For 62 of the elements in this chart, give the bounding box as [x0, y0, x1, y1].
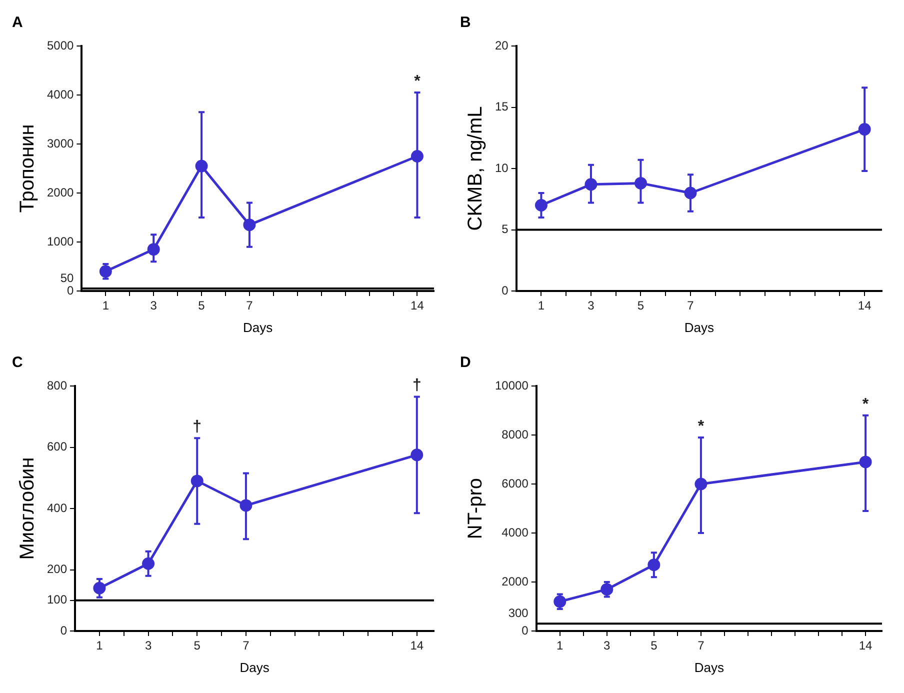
- annotation: †: [412, 377, 422, 394]
- y-tick-label: 15: [494, 100, 509, 114]
- x-tick-label: 5: [194, 638, 201, 653]
- x-tick-label: 14: [858, 298, 872, 313]
- x-tick-label: 7: [246, 298, 254, 313]
- chart-title: A: [12, 14, 23, 32]
- x-tick-label: 7: [698, 638, 705, 653]
- y-axis-title: CKMB, ng/mL: [464, 106, 487, 231]
- y-tick-label: 3000: [46, 136, 74, 150]
- x-tick-label: 5: [650, 638, 658, 653]
- x-tick-label: 3: [144, 638, 152, 653]
- x-tick-label: 5: [198, 298, 206, 313]
- y-tick-label: 8000: [502, 427, 529, 442]
- y-tick-label: 5: [502, 222, 509, 236]
- y-tick-label: 4000: [502, 525, 529, 540]
- y-tick-label: 10: [494, 160, 509, 175]
- y-tick-label: 400: [46, 500, 68, 515]
- chart-title: C: [12, 354, 23, 372]
- y-axis-title: Миоглобин: [16, 457, 39, 560]
- y-tick-label: 6000: [502, 476, 529, 490]
- x-tick-label: 14: [410, 298, 424, 313]
- y-tick-label: 5000: [46, 38, 74, 52]
- y-tick-label: 1000: [46, 234, 74, 248]
- x-tick-label: 5: [637, 298, 644, 313]
- x-tick-label: 1: [102, 298, 110, 313]
- x-tick-label: 3: [588, 298, 595, 313]
- x-axis-title: Days: [694, 660, 724, 675]
- x-tick-label: 14: [410, 638, 424, 653]
- y-tick-label: 0: [67, 283, 74, 298]
- ref-line-label: 300: [508, 606, 529, 620]
- annotation: †: [192, 418, 202, 436]
- y-tick-label: 0: [502, 283, 509, 298]
- y-tick-label: 4000: [46, 87, 74, 102]
- x-tick-label: 7: [687, 298, 694, 313]
- x-tick-label: 1: [556, 638, 564, 653]
- y-tick-label: 0: [60, 623, 68, 638]
- y-tick-label: 2000: [46, 185, 74, 200]
- x-axis-title: Days: [243, 320, 274, 335]
- y-tick-label: 2000: [502, 574, 529, 588]
- x-tick-label: 7: [242, 638, 250, 653]
- y-tick-label: 100: [46, 592, 68, 607]
- y-tick-label: 20: [494, 38, 509, 52]
- chart-title: B: [460, 14, 471, 32]
- y-tick-label: 200: [46, 562, 68, 576]
- ref-line-label: 50: [60, 270, 74, 285]
- x-axis-title: Days: [240, 660, 270, 675]
- y-tick-label: 10000: [494, 378, 529, 392]
- x-tick-label: 1: [96, 638, 104, 653]
- x-tick-label: 3: [150, 298, 158, 313]
- x-tick-label: 1: [538, 298, 545, 313]
- x-tick-label: 14: [858, 638, 873, 653]
- y-axis-title: Тропонин: [16, 124, 39, 213]
- annotation: *: [862, 396, 870, 413]
- annotation: *: [698, 418, 705, 435]
- x-axis-title: Days: [684, 320, 714, 335]
- annotation: *: [414, 72, 422, 90]
- y-tick-label: 600: [46, 440, 68, 454]
- y-tick-label: 0: [522, 623, 529, 638]
- y-tick-label: 800: [46, 378, 68, 392]
- chart-title: D: [460, 354, 471, 372]
- x-tick-label: 3: [604, 638, 611, 653]
- y-axis-title: NT-pro: [464, 478, 487, 540]
